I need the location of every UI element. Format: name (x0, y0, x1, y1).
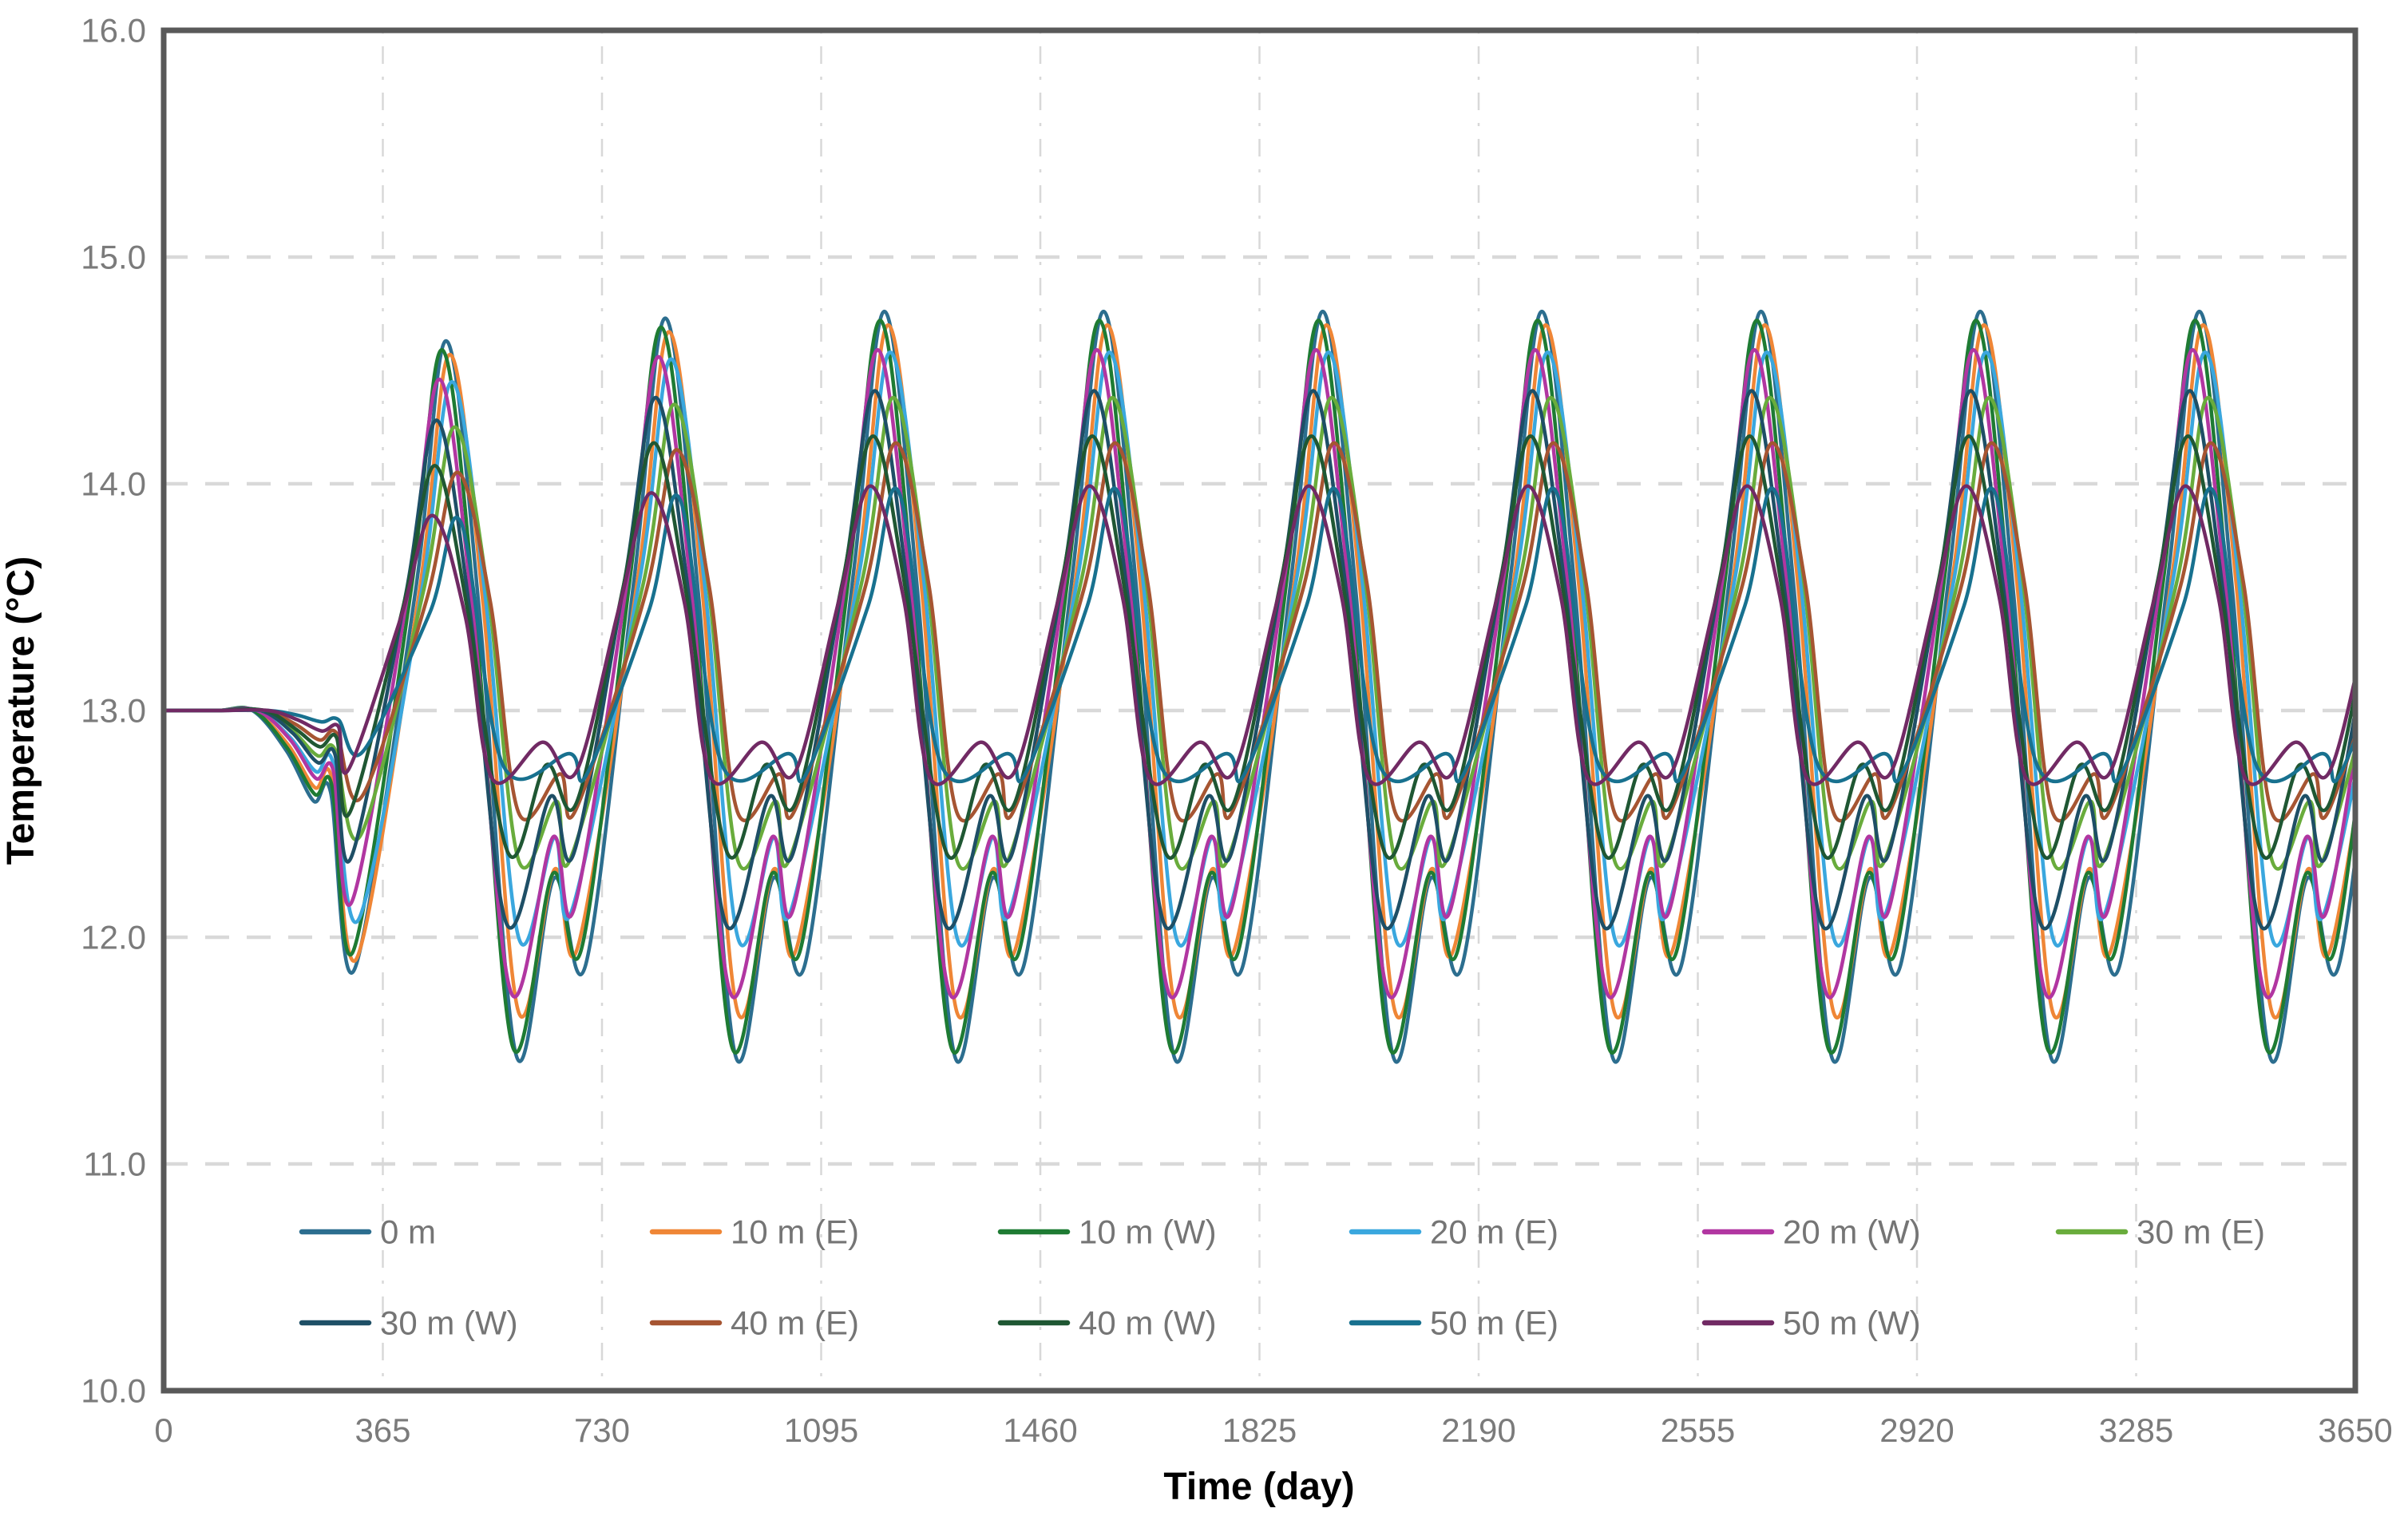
series-line-40-m-e (164, 441, 2355, 823)
y-tick-10.0: 10.0 (81, 1372, 146, 1410)
legend-label-30-m-w: 30 m (W) (380, 1304, 518, 1342)
legend: 0 m 10 m (E) 10 m (W) 20 m (E) 20 m (W) 30 m … (299, 1213, 2265, 1342)
tick-labels: 10.0 11.0 12.0 13.0 14.0 15.0 16.0 0 365 730 1095 1… (81, 12, 2392, 1449)
legend-label-50-m-w: 50 m (W) (1783, 1304, 1921, 1342)
legend-label-20-m-e: 20 m (E) (1430, 1213, 1558, 1251)
legend-item-30-m-w: 30 m (W) (299, 1304, 518, 1342)
legend-label-50-m-e: 50 m (E) (1430, 1304, 1558, 1342)
legend-item-40-m-w: 40 m (W) (997, 1304, 1217, 1342)
y-tick-11.0: 11.0 (83, 1146, 146, 1183)
legend-label-10-m-w: 10 m (W) (1079, 1213, 1217, 1251)
series-line-50-m-w (164, 484, 2355, 786)
legend-label-40-m-w: 40 m (W) (1079, 1304, 1217, 1342)
legend-item-30-m-e: 30 m (E) (2055, 1213, 2265, 1251)
y-tick-16.0: 16.0 (81, 12, 146, 49)
legend-label-40-m-e: 40 m (E) (731, 1304, 859, 1342)
legend-label-20-m-w: 20 m (W) (1783, 1213, 1921, 1251)
legend-label-0-m: 0 m (380, 1213, 436, 1251)
legend-item-0-m: 0 m (299, 1213, 436, 1251)
x-tick-730: 730 (574, 1411, 630, 1449)
y-tick-12.0: 12.0 (81, 919, 146, 956)
x-tick-3285: 3285 (2099, 1411, 2173, 1449)
x-tick-1095: 1095 (784, 1411, 858, 1449)
legend-item-50-m-w: 50 m (W) (1701, 1304, 1921, 1342)
y-tick-13.0: 13.0 (81, 692, 146, 730)
legend-item-10-m-w: 10 m (W) (997, 1213, 1217, 1251)
x-tick-0: 0 (154, 1411, 172, 1449)
x-tick-2190: 2190 (1441, 1411, 1515, 1449)
legend-item-50-m-e: 50 m (E) (1349, 1304, 1558, 1342)
legend-label-30-m-e: 30 m (E) (2137, 1213, 2265, 1251)
legend-item-10-m-e: 10 m (E) (649, 1213, 859, 1251)
series-line-50-m-e (164, 486, 2355, 783)
x-tick-3650: 3650 (2318, 1411, 2392, 1449)
legend-item-20-m-e: 20 m (E) (1349, 1213, 1558, 1251)
legend-label-10-m-e: 10 m (E) (731, 1213, 859, 1251)
series-lines (164, 309, 2355, 1064)
legend-item-40-m-e: 40 m (E) (649, 1304, 859, 1342)
legend-item-20-m-w: 20 m (W) (1701, 1213, 1921, 1251)
x-tick-2920: 2920 (1879, 1411, 1954, 1449)
series-line-20-m-e (164, 350, 2355, 948)
plot-frame (160, 27, 2358, 1394)
y-tick-14.0: 14.0 (81, 465, 146, 503)
y-axis-title: Temperature (°C) (0, 556, 42, 865)
x-tick-2555: 2555 (1661, 1411, 1735, 1449)
series-line-30-m-e (164, 395, 2355, 871)
series-line-10-m-e (164, 323, 2355, 1020)
x-tick-1460: 1460 (1003, 1411, 1077, 1449)
x-tick-365: 365 (354, 1411, 410, 1449)
x-axis-title: Time (day) (1163, 1466, 1354, 1508)
y-tick-15.0: 15.0 (81, 239, 146, 276)
x-tick-1825: 1825 (1222, 1411, 1297, 1449)
